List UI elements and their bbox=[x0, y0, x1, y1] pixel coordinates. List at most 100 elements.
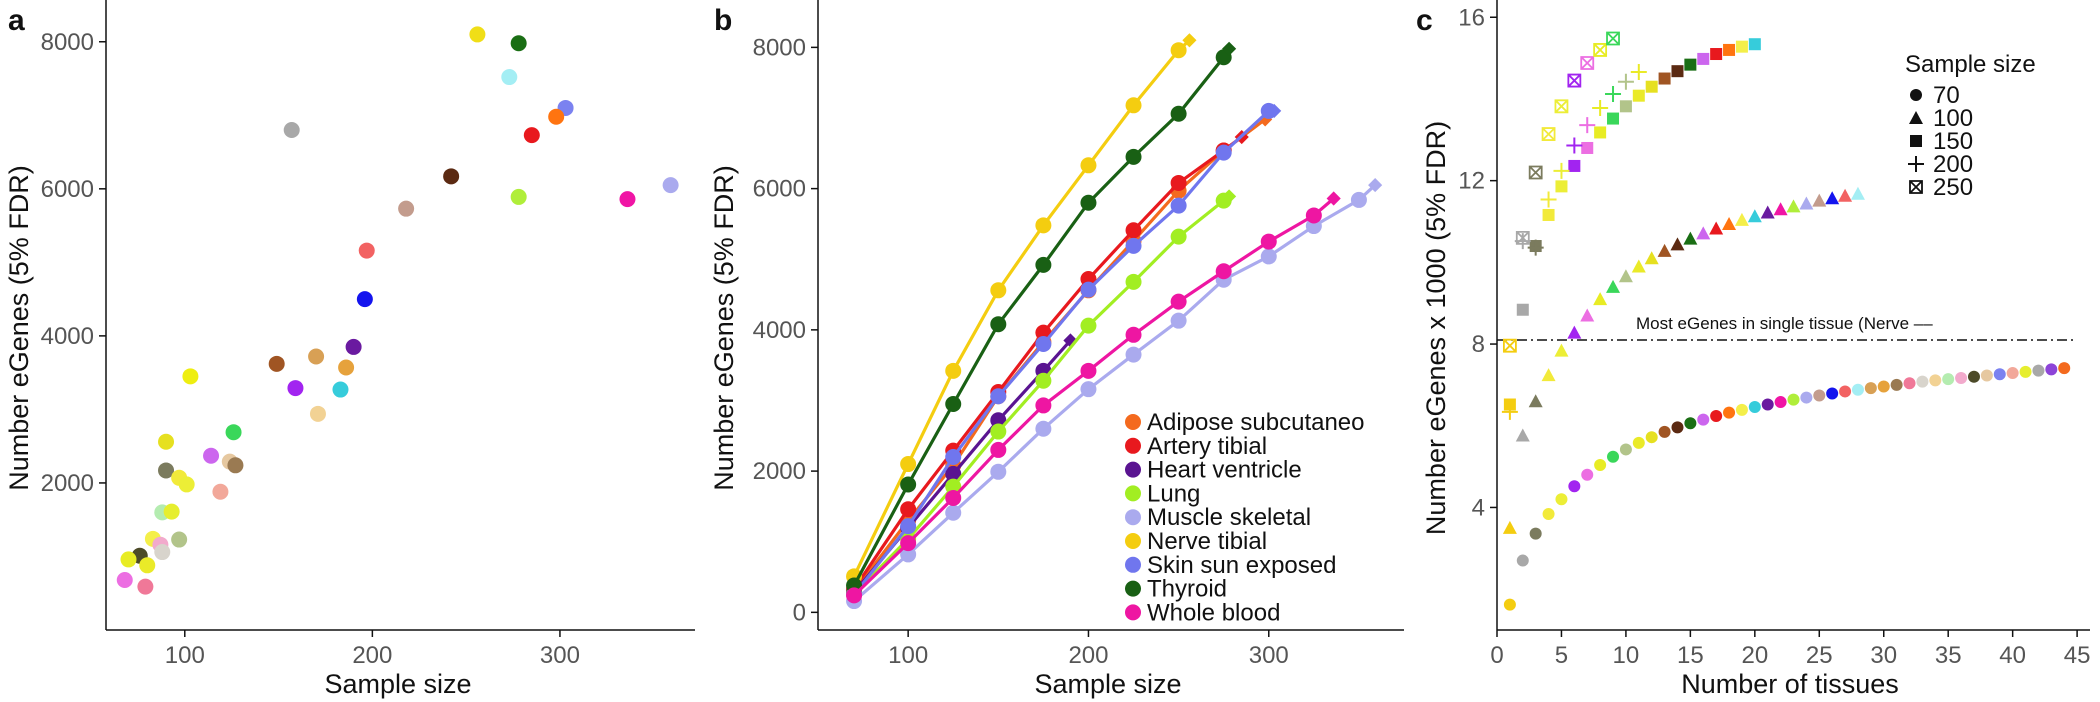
panel-c-point bbox=[1527, 239, 1544, 256]
panel-c-point bbox=[1735, 403, 1748, 416]
panel-b-ytick-label: 0 bbox=[793, 599, 806, 626]
panel-c-point bbox=[1697, 52, 1710, 65]
panel-b-ytick-label: 4000 bbox=[753, 317, 806, 344]
panel-b: b 0 2000 4000 6000 8000 100 200 300 Adipose subc… bbox=[709, 0, 1404, 699]
panel-c-point bbox=[1734, 212, 1749, 226]
panel-a-ytick-label: 2000 bbox=[41, 470, 94, 497]
panel-c-point bbox=[1735, 40, 1748, 53]
panel-b-point bbox=[990, 282, 1007, 299]
panel-a-ytick-label: 4000 bbox=[41, 323, 94, 350]
panel-c-point bbox=[1710, 409, 1723, 422]
panel-c-point bbox=[1658, 72, 1671, 85]
panel-b-point bbox=[1035, 217, 1052, 234]
panel-c-xtick-label: 30 bbox=[1870, 642, 1897, 669]
panel-b-point bbox=[900, 456, 917, 473]
panel-c-point bbox=[1748, 38, 1761, 51]
panel-b-xlabel: Sample size bbox=[1034, 669, 1181, 699]
panel-c-point bbox=[1580, 308, 1595, 322]
panel-b-point bbox=[1080, 157, 1097, 174]
panel-b-legend-swatch bbox=[1125, 437, 1141, 454]
panel-c-point bbox=[1619, 100, 1632, 113]
panel-a-point bbox=[158, 462, 175, 479]
panel-c-point bbox=[1877, 380, 1890, 393]
panel-a-point bbox=[120, 551, 137, 568]
panel-b-point bbox=[945, 448, 962, 465]
panel-c-point bbox=[1813, 389, 1826, 402]
panel-c-point bbox=[1606, 279, 1621, 293]
panel-c-point bbox=[1593, 43, 1608, 57]
panel-c-point bbox=[1839, 385, 1852, 398]
panel-c-letter: c bbox=[1416, 4, 1433, 37]
panel-b-point bbox=[990, 316, 1007, 333]
panel-c-point bbox=[1528, 394, 1543, 408]
panel-c-point bbox=[1747, 209, 1762, 223]
panel-c-point bbox=[1580, 56, 1595, 70]
panel-c-point bbox=[1890, 378, 1903, 391]
panel-c-point bbox=[1515, 428, 1530, 442]
panel-c-point bbox=[1773, 202, 1788, 216]
panel-c-point bbox=[1581, 141, 1594, 154]
panel-b-point bbox=[1125, 97, 1142, 114]
panel-c-point bbox=[1670, 237, 1685, 251]
panel-c-point bbox=[1909, 111, 1923, 124]
panel-b-point bbox=[1260, 233, 1277, 250]
panel-c-point bbox=[1671, 65, 1684, 78]
panel-c-point bbox=[1722, 216, 1737, 230]
panel-b-point bbox=[1080, 194, 1097, 211]
panel-c-point bbox=[1825, 191, 1840, 205]
panel-a-point bbox=[510, 35, 527, 52]
panel-c-reference-label: Most eGenes in single tissue (Nerve –– bbox=[1636, 314, 1933, 333]
panel-b-point bbox=[945, 465, 962, 482]
panel-c-point bbox=[2032, 364, 2045, 377]
panel-c-point bbox=[1516, 303, 1529, 316]
panel-c: c 4 8 12 16 0 5 10 15 20 25 30 35 40 45 Most eGenes in… bbox=[1416, 0, 2090, 699]
panel-a-point bbox=[139, 557, 156, 574]
panel-c-point bbox=[1955, 371, 1968, 384]
panel-c-point bbox=[1541, 127, 1556, 141]
panel-b-point bbox=[990, 412, 1007, 429]
panel-b-endpoint bbox=[1267, 103, 1282, 119]
panel-c-point bbox=[1786, 199, 1801, 213]
panel-b-legend-swatch bbox=[1125, 414, 1141, 430]
panel-c-ytick-label: 16 bbox=[1458, 4, 1485, 31]
panel-c-point bbox=[1864, 382, 1877, 395]
panel-b-point bbox=[900, 535, 917, 552]
panel-b-ytick-label: 6000 bbox=[753, 176, 806, 203]
panel-b-point bbox=[846, 587, 863, 604]
panel-c-ylabel: Number eGenes x 1000 (5% FDR) bbox=[1421, 121, 1451, 535]
panel-c-point bbox=[1515, 230, 1530, 245]
panel-a-point bbox=[227, 457, 244, 474]
panel-c-point bbox=[1568, 159, 1581, 172]
panel-b-xtick-label: 100 bbox=[888, 642, 928, 669]
panel-c-point bbox=[1684, 417, 1697, 430]
panel-c-point bbox=[1980, 369, 1993, 382]
panel-b-point bbox=[1215, 263, 1232, 280]
panel-c-point bbox=[1799, 196, 1814, 210]
panel-c-point bbox=[1903, 377, 1916, 390]
panel-a-point bbox=[268, 355, 285, 372]
panel-c-xtick-label: 25 bbox=[1806, 642, 1833, 669]
panel-a-point bbox=[171, 531, 188, 548]
panel-a-point bbox=[443, 168, 460, 185]
panel-c-point bbox=[1567, 73, 1582, 88]
panel-c-point bbox=[1800, 391, 1813, 404]
panel-b-legend-label: Whole blood bbox=[1147, 599, 1280, 626]
panel-c-legend-label: 200 bbox=[1933, 151, 1973, 178]
panel-a-ylabel: Number eGenes (5% FDR) bbox=[4, 165, 34, 491]
panel-b-legend-label: Artery tibial bbox=[1147, 433, 1267, 460]
panel-b-endpoint bbox=[1368, 178, 1383, 193]
panel-c-point bbox=[1516, 554, 1529, 567]
panel-a-point bbox=[619, 191, 636, 208]
panel-b-point bbox=[945, 396, 962, 413]
panel-b-point bbox=[990, 441, 1007, 458]
panel-c-point bbox=[1542, 208, 1555, 221]
panel-c-point bbox=[2045, 363, 2058, 376]
panel-b-point bbox=[990, 423, 1007, 440]
panel-c-point bbox=[1850, 186, 1865, 200]
panel-c-point bbox=[1554, 99, 1569, 114]
panel-c-point bbox=[1566, 137, 1583, 154]
panel-a-ytick-label: 6000 bbox=[41, 176, 94, 203]
panel-b-point bbox=[1080, 362, 1097, 379]
